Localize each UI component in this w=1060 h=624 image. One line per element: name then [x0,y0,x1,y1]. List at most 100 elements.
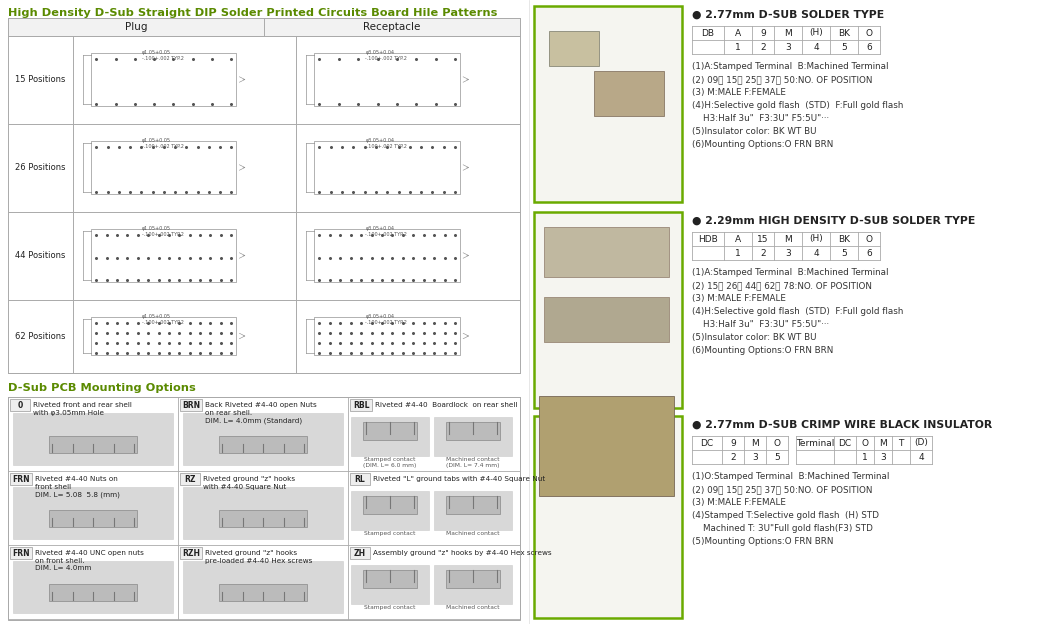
Bar [10,473,32,485]
Text: O: O [866,235,872,243]
Text: ● 2.29mm HIGH DENSITY D-SUB SOLDER TYPE: ● 2.29mm HIGH DENSITY D-SUB SOLDER TYPE [692,216,975,226]
Text: 3: 3 [785,248,791,258]
Bar [538,396,674,496]
Text: (6)Mounting Options:O FRN BRN: (6)Mounting Options:O FRN BRN [692,140,833,149]
Bar [350,473,370,485]
Text: 2: 2 [760,42,765,52]
Bar [315,317,460,355]
Text: DC: DC [701,439,713,447]
Text: M: M [784,29,792,37]
Text: DB: DB [702,29,714,37]
Bar [13,487,173,539]
Text: O: O [866,29,872,37]
Bar [8,397,520,620]
Text: 2: 2 [760,248,765,258]
Text: (2) 09、 15、 25、 37、 50:NO. OF POSITION: (2) 09、 15、 25、 37、 50:NO. OF POSITION [692,485,872,494]
Bar [219,584,307,602]
Bar [49,510,137,527]
Bar [219,510,307,527]
Text: Riveted front and rear shell
with φ3.05mm Hole: Riveted front and rear shell with φ3.05m… [33,402,131,416]
Text: φ3.05+0.04
-.100+.002 TYP.2: φ3.05+0.04 -.100+.002 TYP.2 [366,50,407,61]
Text: FRN: FRN [12,548,30,557]
Text: Riveted "L" ground tabs with #4-40 Square Nut: Riveted "L" ground tabs with #4-40 Squar… [373,476,545,482]
Text: (5)Insulator color: BK WT BU: (5)Insulator color: BK WT BU [692,127,816,136]
Text: M: M [784,235,792,243]
Bar [445,570,500,588]
Bar [534,6,682,202]
Text: Riveted #4-40  Boardlock  on rear shell: Riveted #4-40 Boardlock on rear shell [375,402,517,408]
Bar [91,53,236,106]
Text: High Density D-Sub Straight DIP Solder Printed Circuits Board Hile Patterns: High Density D-Sub Straight DIP Solder P… [8,8,497,18]
Text: Assembly ground "z" hooks by #4-40 Hex screws: Assembly ground "z" hooks by #4-40 Hex s… [373,550,551,556]
Text: (1)O:Stamped Terminal  B:Machined Terminal: (1)O:Stamped Terminal B:Machined Termina… [692,472,889,481]
Text: M: M [752,439,759,447]
Bar [350,399,372,411]
Bar [363,570,418,588]
Text: φ3.05+0.04
-.100+.002 TYP.2: φ3.05+0.04 -.100+.002 TYP.2 [366,314,407,325]
Text: (5)Mounting Options:O FRN BRN: (5)Mounting Options:O FRN BRN [692,537,833,546]
Bar [350,547,370,559]
Text: 5: 5 [842,42,847,52]
Text: 5: 5 [774,452,780,462]
Text: A: A [735,29,741,37]
Text: (2) 15、 26、 44、 62、 78:NO. OF POSITION: (2) 15、 26、 44、 62、 78:NO. OF POSITION [692,281,872,290]
Bar [8,18,520,36]
Text: φ1.05+0.05
-.100+.002 TYP.2: φ1.05+0.05 -.100+.002 TYP.2 [142,50,184,61]
Text: 3: 3 [753,452,758,462]
Text: RZH: RZH [182,548,200,557]
Text: (3) M:MALE F:FEMALE: (3) M:MALE F:FEMALE [692,88,785,97]
Text: Plug: Plug [125,22,147,32]
Bar [445,422,500,439]
Bar [544,227,669,277]
Text: Riveted ground "z" hooks
pre-loaded #4-40 Hex screws: Riveted ground "z" hooks pre-loaded #4-4… [205,550,313,563]
Text: φ3.05+0.04
-.100+.002 TYP.2: φ3.05+0.04 -.100+.002 TYP.2 [366,226,407,236]
Bar [183,413,343,465]
Bar [13,561,173,613]
Text: φ1.05+0.05
-.100+.002 TYP.2: φ1.05+0.05 -.100+.002 TYP.2 [142,314,184,325]
Bar [219,436,307,453]
Bar [91,317,236,355]
Text: 15: 15 [757,235,768,243]
Bar [10,547,32,559]
Text: 4: 4 [813,42,818,52]
Bar [445,496,500,514]
Bar [180,399,202,411]
Text: 62 Positions: 62 Positions [15,332,66,341]
Text: 2: 2 [730,452,736,462]
Bar [315,53,460,106]
Bar [91,229,236,282]
Text: φ3.05+0.04
-.100+.002 TYP.2: φ3.05+0.04 -.100+.002 TYP.2 [366,138,407,149]
Text: 15 Positions: 15 Positions [15,76,66,84]
Text: (6)Mounting Options:O FRN BRN: (6)Mounting Options:O FRN BRN [692,346,833,355]
Text: Riveted ground "z" hooks
with #4-40 Square Nut: Riveted ground "z" hooks with #4-40 Squa… [204,476,295,490]
Text: FRN: FRN [12,474,30,484]
Text: 9: 9 [760,29,766,37]
Text: 3: 3 [785,42,791,52]
Text: 4: 4 [813,248,818,258]
Bar [183,561,343,613]
Text: (4)H:Selective gold flash  (STD)  F:Full gold flash: (4)H:Selective gold flash (STD) F:Full g… [692,101,903,110]
Text: D-Sub PCB Mounting Options: D-Sub PCB Mounting Options [8,383,196,393]
Text: 1: 1 [862,452,868,462]
Text: BK: BK [838,235,850,243]
Bar [315,229,460,282]
Text: Machined T: 3U"Full gold flash(F3) STD: Machined T: 3U"Full gold flash(F3) STD [692,524,872,533]
Bar [91,141,236,194]
Text: BK: BK [838,29,850,37]
Text: RL: RL [355,474,366,484]
Text: (4)Stamped T:Selective gold flash  (H) STD: (4)Stamped T:Selective gold flash (H) ST… [692,511,879,520]
Text: 6: 6 [866,42,872,52]
Bar [183,487,343,539]
Bar [363,496,418,514]
Text: (H): (H) [809,235,823,243]
Text: (4)H:Selective gold flash  (STD)  F:Full gold flash: (4)H:Selective gold flash (STD) F:Full g… [692,307,903,316]
Bar [8,18,520,373]
Text: Machined contact
(DIM. L= 7.4 mm): Machined contact (DIM. L= 7.4 mm) [446,457,500,468]
Bar [180,473,200,485]
Text: T: T [898,439,904,447]
Text: (2) 09、 15、 25、 37、 50:NO. OF POSITION: (2) 09、 15、 25、 37、 50:NO. OF POSITION [692,75,872,84]
Text: Receptacle: Receptacle [364,22,421,32]
Text: (5)Insulator color: BK WT BU: (5)Insulator color: BK WT BU [692,333,816,342]
Text: ● 2.77mm D-SUB SOLDER TYPE: ● 2.77mm D-SUB SOLDER TYPE [692,10,884,20]
Text: O: O [862,439,868,447]
